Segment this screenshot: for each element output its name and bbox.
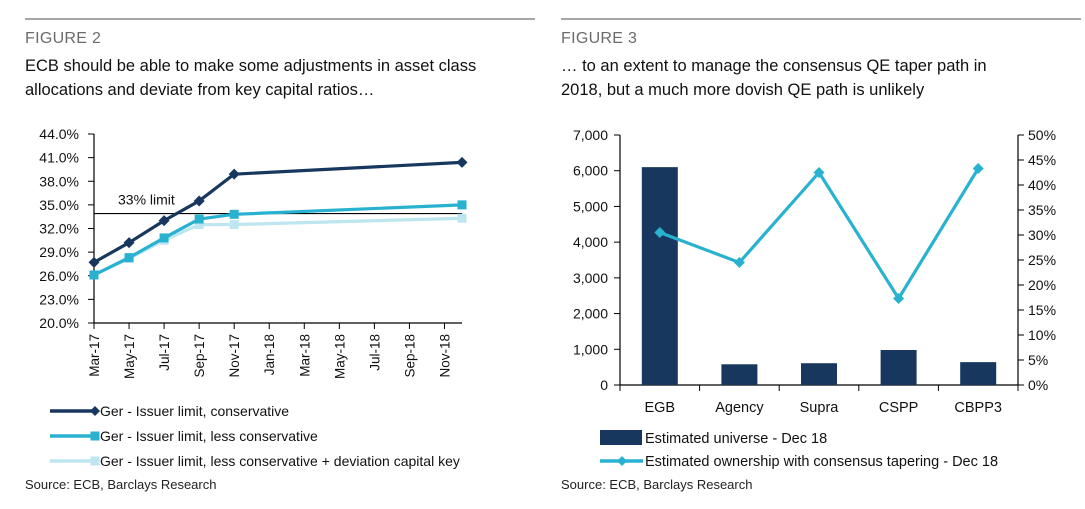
x-tick-label: Jul-18 [367,334,382,371]
y-tick-label: 41.0% [39,150,79,166]
legend-swatch-marker [90,456,100,466]
left-tick-label: 6,000 [573,163,608,179]
legend-label: Ger - Issuer limit, less conservative [100,428,318,444]
series-marker [123,237,135,249]
y-tick-label: 20.0% [39,315,79,331]
figure-2-line-chart: 44.0% 41.0% 38.0% 35.0% 32.0% 29.0% 26.0% 23.0%… [39,126,468,469]
x-tick-label: Jul-17 [157,334,172,371]
figure-3-source: Source: ECB, Barclays Research [561,477,753,492]
right-tick-label: 5% [1028,352,1048,368]
ownership-marker [813,167,825,178]
left-tick-label: 3,000 [573,270,608,286]
y-tick-label: 38.0% [39,173,79,189]
category-label: CBPP3 [954,400,1002,416]
right-tick-label: 15% [1028,302,1056,318]
series-marker [193,195,205,207]
reference-line-label: 33% limit [118,192,175,208]
series-marker [194,214,204,224]
left-tick-label: 5,000 [573,198,608,214]
left-tick-label: 2,000 [573,306,608,322]
figure-3-title-line1: … to an extent to manage the consensus Q… [561,57,987,75]
figure-3-title-line2: 2018, but a much more dovish QE path is … [561,81,925,99]
left-tick-label: 4,000 [573,234,608,250]
left-tick-label: 0 [600,377,608,393]
right-tick-label: 0% [1028,377,1048,393]
y-tick-label: 26.0% [39,268,79,284]
ownership-marker [972,163,984,174]
series-marker [158,215,170,227]
legend-swatch-marker [90,406,100,416]
bar [880,350,917,385]
series-marker [228,168,240,180]
x-tick-label: Nov-17 [227,334,242,378]
series-marker [124,253,134,263]
legend-swatch-marker [90,431,100,441]
bar [721,364,758,385]
legend-label: Ger - Issuer limit, less conservative + … [100,453,460,469]
legend-label: Estimated ownership with consensus taper… [645,454,998,470]
series-marker [457,213,467,223]
series-marker [229,220,239,230]
category-label: Agency [715,400,764,416]
x-tick-label: Mar-17 [87,334,102,377]
series-marker [88,256,100,268]
series-marker [194,220,204,230]
right-tick-label: 10% [1028,327,1056,343]
figure-2-source: Source: ECB, Barclays Research [25,477,217,492]
bar [960,362,997,385]
y-tick-label: 32.0% [39,221,79,237]
series-marker [229,209,239,219]
series-marker [457,200,467,210]
figure-2-title-line1: ECB should be able to make some adjustme… [25,57,477,75]
y-tick-label: 23.0% [39,291,79,307]
right-tick-label: 35% [1028,202,1056,218]
series-marker [159,233,169,243]
category-label: EGB [644,400,675,416]
x-tick-label: Nov-18 [437,334,452,378]
figure-3-combo-chart: 7,000 6,000 5,000 4,000 3,000 2,000 1,000 0 50% 4… [573,127,1056,470]
legend-label: Ger - Issuer limit, conservative [100,403,289,419]
x-tick-label: May-17 [122,334,137,379]
figure-2-title-line2: allocations and deviate from key capital… [25,81,375,99]
category-label: Supra [800,400,840,416]
figure-3-panel: FIGURE 3 … to an extent to manage the co… [540,0,1085,509]
category-label: CSPP [879,400,919,416]
figure-3-label: FIGURE 3 [561,30,638,47]
right-tick-label: 40% [1028,177,1056,193]
ownership-marker [893,293,905,304]
right-tick-label: 20% [1028,277,1056,293]
series-line [93,160,463,264]
bar [641,167,678,385]
ownership-marker [733,257,745,268]
left-tick-label: 7,000 [573,127,608,143]
figure-2-label: FIGURE 2 [25,30,102,47]
series-marker [89,270,99,280]
figure-2-top-rule [25,18,535,20]
left-tick-label: 1,000 [573,341,608,357]
y-tick-label: 44.0% [39,126,79,142]
figure-2-title: ECB should be able to make some adjustme… [25,54,476,102]
figure-3-top-rule [561,18,1081,20]
series-marker [456,156,468,168]
legend-swatch-bar [600,430,642,445]
x-tick-label: Sep-17 [192,334,207,378]
y-tick-label: 35.0% [39,197,79,213]
x-tick-label: Mar-18 [297,334,312,377]
right-tick-label: 50% [1028,127,1056,143]
figure-2-panel: FIGURE 2 ECB should be able to make some… [0,0,540,509]
ownership-marker [654,227,666,238]
x-tick-label: May-18 [332,334,347,379]
x-tick-label: Sep-18 [402,334,417,378]
legend-swatch-marker [617,456,627,466]
ownership-line [659,167,980,301]
right-tick-label: 30% [1028,227,1056,243]
y-tick-label: 29.0% [39,244,79,260]
right-tick-label: 25% [1028,252,1056,268]
figure-3-title: … to an extent to manage the consensus Q… [561,54,987,102]
series-line [93,203,463,277]
legend-label: Estimated universe - Dec 18 [645,431,827,447]
bar [801,363,837,385]
right-tick-label: 45% [1028,152,1056,168]
x-tick-label: Jan-18 [262,334,277,375]
